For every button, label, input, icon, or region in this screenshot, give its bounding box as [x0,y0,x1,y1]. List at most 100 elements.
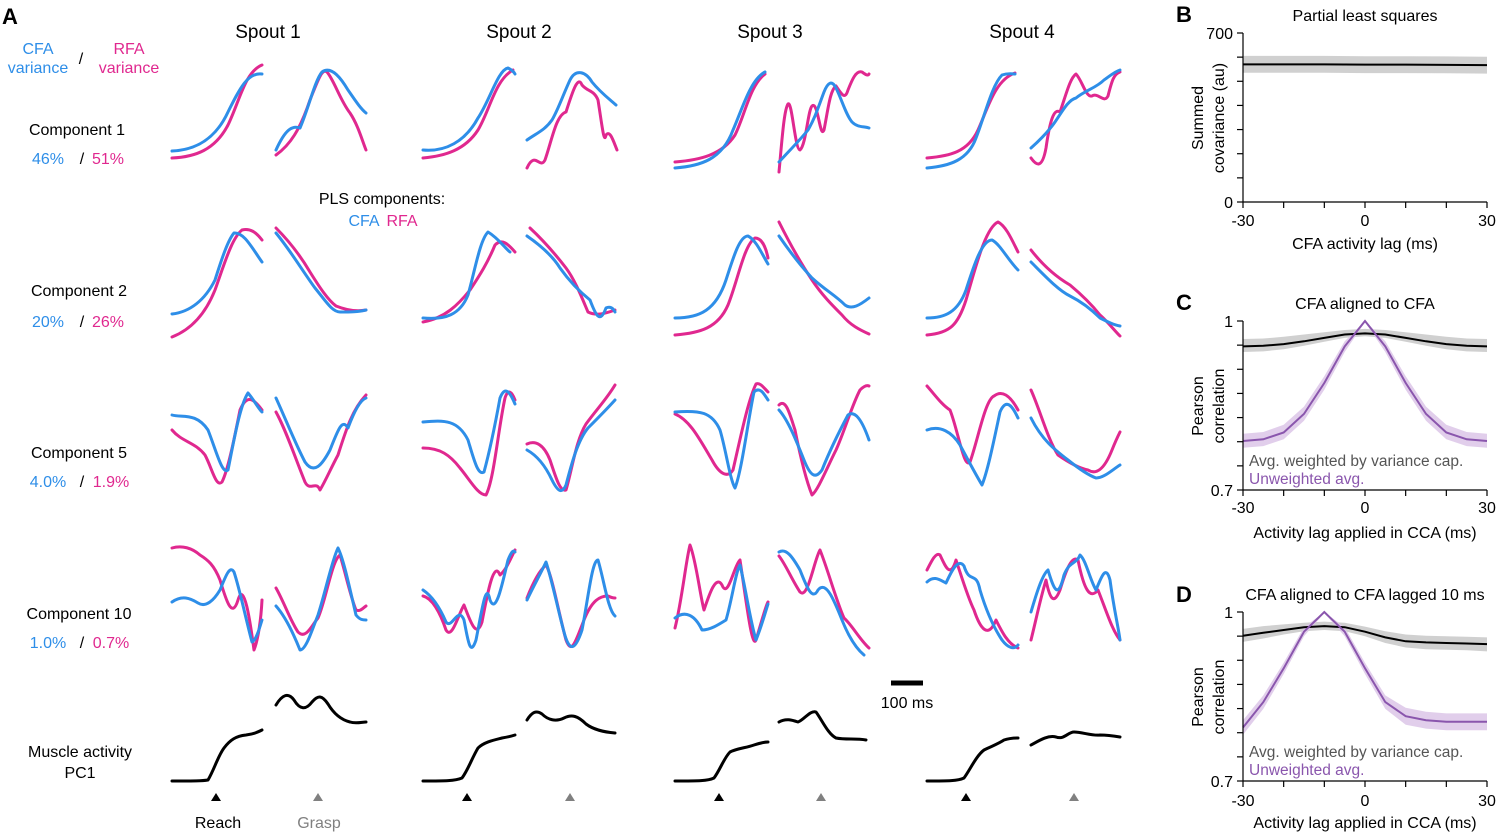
rfa-trace [421,68,515,160]
muscle-trace [777,710,868,742]
confidence-band [1243,612,1487,735]
cfa-trace [925,402,1020,487]
x-tick-label: 0 [1361,213,1370,230]
reach-marker [961,793,971,801]
muscle-trace [274,693,368,725]
grasp-marker [1069,793,1079,801]
y-axis-label: Summed [1190,86,1207,150]
row-sep: / [80,314,85,331]
grasp-marker [565,793,575,801]
row-label-component-5: Component 5 4.0% / 1.9% [30,445,129,491]
x-tick-label: 30 [1478,500,1496,517]
rfa-trace [170,228,264,339]
legend-cfa-line1: CFA [22,41,53,58]
panel-b: B Partial least squares Summed covariance (… [1176,2,1496,253]
cfa-trace [525,234,617,319]
series-line [1242,610,1487,729]
rfa-trace [421,240,517,324]
series-line [1243,63,1488,67]
cfa-trace [170,568,264,644]
legend-unweighted: Unweighted avg. [1249,471,1364,488]
traces [170,63,1122,783]
row-sep: / [80,151,85,168]
grasp-marker [816,793,826,801]
x-tick-label: -30 [1231,500,1254,517]
panel-a-letter: A [2,4,18,29]
row-sep: / [80,635,85,652]
panel-letter: C [1176,290,1192,315]
spout-4-title: Spout 4 [989,22,1055,43]
row-label-component-1: Component 1 46% / 51% [29,122,125,168]
row-rfa-value: 1.9% [93,474,129,491]
muscle-trace [1029,730,1122,747]
y-tick-label: 0.7 [1211,774,1233,791]
cfa-trace [274,68,368,152]
y-tick-label: 1 [1224,314,1233,331]
rfa-trace [1029,70,1122,166]
x-tick-label: 0 [1361,793,1370,810]
y-tick-label: 700 [1206,26,1233,43]
pls-rfa-label: RFA [386,213,417,230]
reach-marker [462,793,472,801]
rfa-trace [274,393,368,492]
panel-letter: B [1176,2,1192,27]
rfa-trace [274,553,368,636]
pls-cfa-label: CFA [348,213,379,230]
row-cfa-value: 46% [32,151,64,168]
panel-letter: D [1176,582,1192,607]
y-axis-label: Pearson [1190,667,1207,727]
x-tick-label: 30 [1478,793,1496,810]
row-cfa-value: 20% [32,314,64,331]
muscle-trace [925,736,1020,783]
x-tick-label: -30 [1231,213,1254,230]
rfa-trace [274,69,368,157]
y-axis-label: correlation [1211,369,1228,444]
row-label-component-10: Component 10 1.0% / 0.7% [27,606,132,652]
cfa-trace [673,70,767,170]
rfa-trace [777,70,871,174]
rfa-trace [525,383,617,492]
grasp-marker [313,793,323,801]
muscle-trace [525,710,617,735]
cfa-trace [1029,553,1122,642]
y-axis-label: Pearson [1190,376,1207,436]
cfa-trace [777,549,866,657]
rfa-trace [1029,248,1122,338]
rfa-trace [777,548,871,650]
row-name: Component 10 [27,606,132,623]
rfa-trace [925,384,1020,465]
legend-separator: / [79,51,84,68]
cfa-trace [925,561,1020,650]
series-line [1242,319,1488,442]
row-rfa-value: 26% [92,314,124,331]
row-cfa-value: 1.0% [30,635,66,652]
cfa-trace [170,231,264,316]
legend-rfa-line2: variance [99,60,160,77]
cfa-trace [170,391,264,473]
y-tick-label: 0 [1224,195,1233,212]
row-rfa-value: 0.7% [93,635,129,652]
y-tick-label: 0.7 [1211,483,1233,500]
cfa-trace [274,396,368,470]
rfa-trace [421,548,517,634]
cfa-trace [673,388,770,490]
spout-1-title: Spout 1 [235,22,301,43]
legend-weighted: Avg. weighted by variance cap. [1249,744,1463,761]
rfa-trace [925,220,1020,337]
cfa-trace [274,231,368,314]
x-tick-label: 0 [1361,500,1370,517]
y-axis-label: covariance (au) [1211,63,1228,173]
cfa-trace [274,546,368,652]
grasp-label: Grasp [297,815,341,832]
cfa-trace [525,558,617,648]
rfa-trace [1029,557,1122,642]
cfa-trace [925,72,1017,170]
cfa-trace [925,238,1020,320]
x-axis-label: Activity lag applied in CCA (ms) [1253,815,1476,832]
cfa-trace [421,66,517,152]
rfa-trace [673,72,767,164]
spout-2-title: Spout 2 [486,22,552,43]
cfa-trace [673,234,770,320]
rfa-trace [673,236,770,337]
